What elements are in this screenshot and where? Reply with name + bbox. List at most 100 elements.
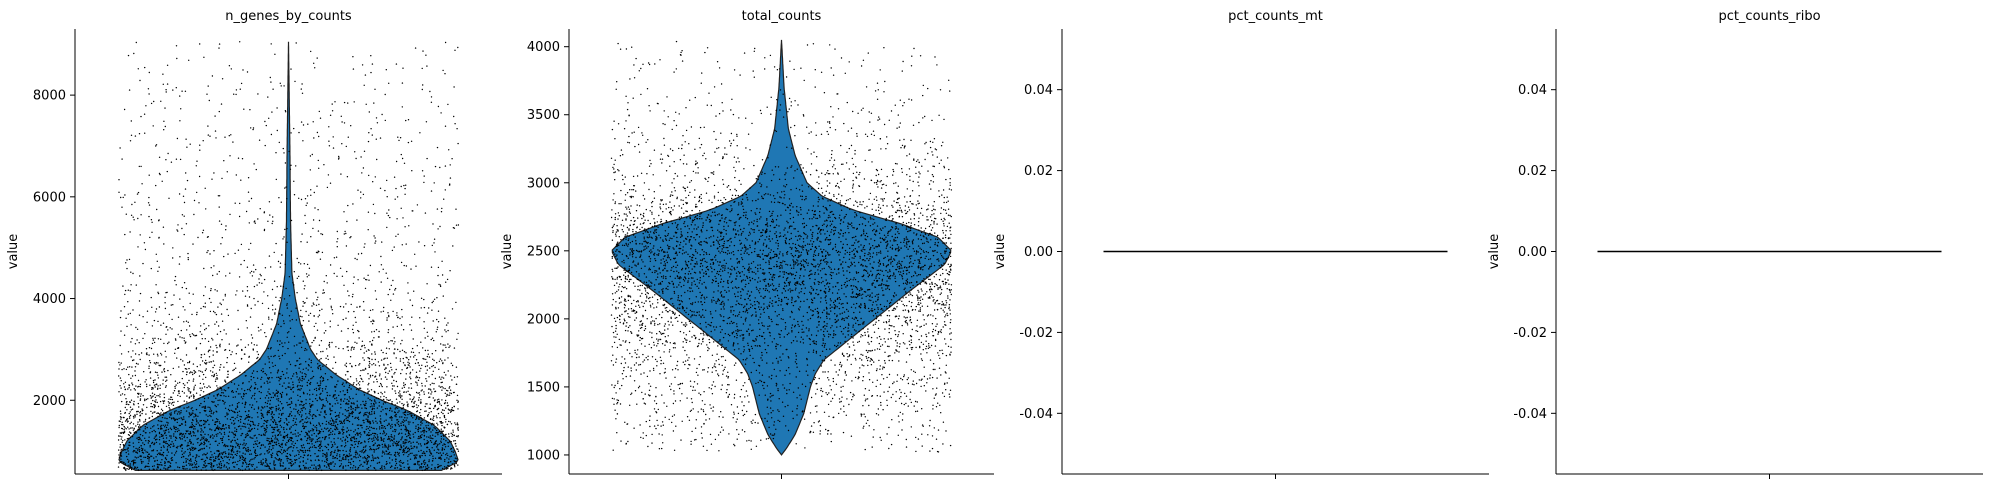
data-point (394, 337, 395, 338)
data-point (131, 461, 132, 462)
data-point (223, 367, 224, 368)
data-point (265, 421, 266, 422)
data-point (123, 432, 124, 433)
data-point (365, 412, 366, 413)
data-point (324, 428, 325, 429)
data-point (196, 312, 197, 313)
data-point (416, 382, 417, 383)
data-point (287, 337, 288, 338)
data-point (222, 454, 223, 455)
data-point (198, 422, 199, 423)
data-point (241, 455, 242, 456)
data-point (174, 428, 175, 429)
data-point (281, 449, 282, 450)
data-point (386, 213, 387, 214)
data-point (254, 425, 255, 426)
data-point (302, 447, 303, 448)
data-point (257, 371, 258, 372)
data-point (292, 375, 293, 376)
data-point (212, 75, 213, 76)
data-point (404, 417, 405, 418)
data-point (420, 403, 421, 404)
data-point (422, 470, 423, 471)
data-point (350, 356, 351, 357)
data-point (154, 320, 155, 321)
data-point (411, 388, 412, 389)
data-point (169, 440, 170, 441)
data-point (447, 357, 448, 358)
data-point (188, 455, 189, 456)
data-point (307, 276, 308, 277)
data-point (392, 326, 393, 327)
data-point (445, 374, 446, 375)
data-point (196, 424, 197, 425)
data-point (308, 275, 309, 276)
data-point (286, 402, 287, 403)
data-point (432, 302, 433, 303)
data-point (136, 438, 137, 439)
data-point (361, 451, 362, 452)
data-point (235, 203, 236, 204)
data-point (414, 355, 415, 356)
data-point (159, 388, 160, 389)
data-point (412, 448, 413, 449)
data-point (248, 201, 249, 202)
data-point (263, 371, 264, 372)
data-point (160, 450, 161, 451)
data-point (370, 128, 371, 129)
data-point (286, 198, 287, 199)
data-point (155, 185, 156, 186)
data-point (441, 399, 442, 400)
data-point (402, 158, 403, 159)
data-point (138, 386, 139, 387)
data-point (346, 455, 347, 456)
data-point (316, 394, 317, 395)
data-point (312, 401, 313, 402)
data-point (356, 394, 357, 395)
data-point (352, 467, 353, 468)
data-point (275, 436, 276, 437)
data-point (189, 469, 190, 470)
data-point (350, 125, 351, 126)
data-point (139, 447, 140, 448)
data-point (401, 324, 402, 325)
data-point (400, 137, 401, 138)
data-point (441, 336, 442, 337)
data-point (307, 459, 308, 460)
data-point (395, 429, 396, 430)
data-point (239, 411, 240, 412)
data-point (326, 428, 327, 429)
data-point (406, 373, 407, 374)
data-point (374, 237, 375, 238)
data-point (444, 329, 445, 330)
data-point (301, 88, 302, 89)
data-point (265, 373, 266, 374)
data-point (120, 310, 121, 311)
data-point (279, 300, 280, 301)
data-point (122, 442, 123, 443)
data-point (238, 468, 239, 469)
data-point (201, 334, 202, 335)
data-point (281, 85, 282, 86)
data-point (403, 451, 404, 452)
data-point (249, 424, 250, 425)
data-point (332, 103, 333, 104)
data-point (129, 423, 130, 424)
data-point (278, 400, 279, 401)
data-point (213, 354, 214, 355)
data-point (170, 444, 171, 445)
data-point (301, 445, 302, 446)
data-point (166, 377, 167, 378)
data-point (288, 440, 289, 441)
data-point (372, 428, 373, 429)
data-point (177, 413, 178, 414)
data-point (355, 317, 356, 318)
data-point (130, 378, 131, 379)
data-point (361, 450, 362, 451)
data-point (273, 460, 274, 461)
data-point (380, 468, 381, 469)
data-point (151, 297, 152, 298)
data-point (251, 271, 252, 272)
data-point (307, 124, 308, 125)
data-point (233, 433, 234, 434)
